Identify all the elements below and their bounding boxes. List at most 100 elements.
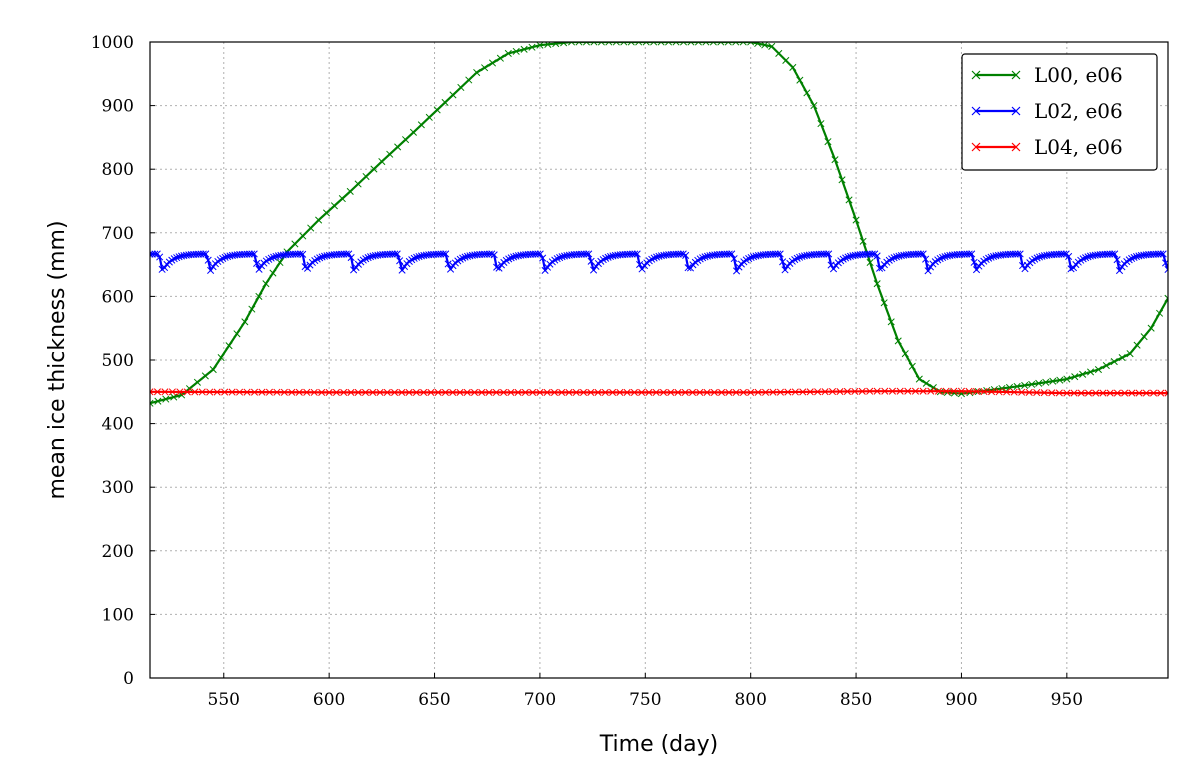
data-point-marker bbox=[441, 388, 449, 396]
data-point-marker bbox=[881, 387, 889, 395]
data-point-marker bbox=[582, 42, 591, 46]
legend-label: L02, e06 bbox=[1034, 99, 1123, 123]
data-point-marker bbox=[616, 388, 624, 396]
data-point-marker bbox=[1164, 389, 1168, 397]
x-tick-label: 750 bbox=[629, 690, 661, 710]
data-point-marker bbox=[842, 254, 850, 262]
data-point-marker bbox=[492, 388, 500, 396]
data-point-marker bbox=[995, 388, 1003, 396]
x-tick-label: 600 bbox=[313, 690, 345, 710]
data-point-marker bbox=[733, 267, 741, 275]
data-point-marker bbox=[677, 250, 685, 258]
data-point-marker bbox=[694, 42, 702, 46]
data-point-marker bbox=[296, 250, 304, 258]
data-point-marker bbox=[409, 128, 418, 136]
data-point-marker bbox=[258, 388, 266, 396]
data-point-marker bbox=[605, 42, 613, 46]
data-point-marker bbox=[825, 250, 833, 258]
data-point-marker bbox=[528, 43, 536, 51]
data-point-marker bbox=[699, 254, 707, 262]
data-point-marker bbox=[919, 250, 927, 258]
data-point-marker bbox=[206, 388, 214, 396]
data-point-marker bbox=[822, 250, 830, 258]
x-tick-label: 850 bbox=[840, 690, 872, 710]
data-point-marker bbox=[500, 388, 508, 396]
data-point-marker bbox=[398, 388, 406, 396]
data-point-marker bbox=[465, 76, 473, 84]
data-point-marker bbox=[156, 253, 164, 261]
data-point-marker bbox=[202, 250, 210, 258]
data-point-marker bbox=[495, 264, 503, 272]
data-point-marker bbox=[209, 365, 217, 374]
data-point-marker bbox=[1118, 354, 1126, 362]
data-point-marker bbox=[682, 251, 690, 259]
data-point-marker bbox=[520, 45, 528, 53]
data-point-marker bbox=[866, 387, 874, 395]
data-point-marker bbox=[560, 42, 568, 47]
data-point-marker bbox=[745, 255, 753, 263]
data-point-marker bbox=[417, 121, 425, 129]
data-point-marker bbox=[534, 250, 542, 258]
data-point-marker bbox=[703, 388, 711, 396]
data-point-marker bbox=[370, 165, 378, 173]
data-point-marker bbox=[1013, 382, 1021, 391]
y-tick-label: 700 bbox=[102, 224, 134, 244]
data-point-marker bbox=[806, 388, 814, 396]
data-point-marker bbox=[310, 388, 318, 396]
data-point-marker bbox=[364, 254, 372, 262]
data-point-marker bbox=[427, 388, 435, 396]
data-point-marker bbox=[488, 250, 496, 258]
data-point-marker bbox=[299, 250, 307, 258]
data-point-marker bbox=[1070, 389, 1078, 397]
data-point-marker bbox=[543, 388, 551, 396]
data-point-marker bbox=[150, 388, 154, 396]
data-point-marker bbox=[565, 388, 573, 396]
data-point-marker bbox=[449, 91, 457, 99]
data-point-marker bbox=[776, 250, 784, 258]
data-point-marker bbox=[821, 388, 829, 396]
data-point-marker bbox=[221, 253, 229, 261]
data-point-marker bbox=[1016, 250, 1024, 258]
data-point-marker bbox=[679, 42, 688, 46]
data-point-marker bbox=[514, 388, 522, 396]
data-point-marker bbox=[873, 280, 881, 288]
data-point-marker bbox=[1128, 389, 1136, 397]
data-point-marker bbox=[858, 387, 866, 395]
data-point-marker bbox=[378, 158, 386, 166]
data-point-marker bbox=[185, 385, 194, 393]
data-point-marker bbox=[590, 266, 598, 274]
data-point-marker bbox=[936, 254, 944, 263]
data-point-marker bbox=[859, 237, 867, 245]
data-point-marker bbox=[988, 388, 996, 396]
data-point-marker bbox=[702, 42, 710, 46]
legend-marker bbox=[1011, 70, 1021, 80]
data-point-marker bbox=[717, 42, 725, 46]
data-point-marker bbox=[775, 49, 783, 58]
data-point-marker bbox=[929, 384, 937, 392]
data-point-marker bbox=[221, 388, 229, 396]
data-point-marker bbox=[1147, 324, 1155, 332]
data-point-marker bbox=[170, 393, 178, 401]
data-point-marker bbox=[890, 254, 898, 262]
series-2 bbox=[150, 387, 1168, 397]
data-point-marker bbox=[968, 250, 976, 258]
data-point-marker bbox=[250, 388, 259, 396]
data-point-marker bbox=[894, 337, 902, 345]
data-point-marker bbox=[439, 250, 447, 258]
y-tick-label: 600 bbox=[102, 287, 134, 307]
data-point-marker bbox=[346, 187, 354, 196]
data-point-marker bbox=[1106, 389, 1114, 397]
data-point-marker bbox=[512, 47, 520, 55]
data-point-marker bbox=[1102, 362, 1110, 370]
data-point-marker bbox=[369, 388, 377, 396]
data-point-marker bbox=[817, 120, 825, 128]
data-point-marker bbox=[340, 388, 348, 396]
data-point-marker bbox=[1033, 254, 1041, 262]
data-point-marker bbox=[1142, 389, 1150, 397]
data-point-marker bbox=[880, 299, 888, 307]
data-point-marker bbox=[217, 354, 225, 362]
data-point-marker bbox=[273, 388, 281, 396]
data-point-marker bbox=[761, 42, 769, 49]
data-point-marker bbox=[972, 387, 981, 395]
